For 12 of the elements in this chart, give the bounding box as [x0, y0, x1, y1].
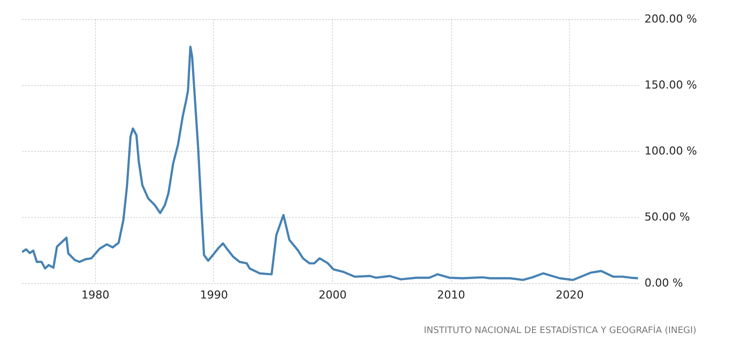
x-tick-label: 2020 [556, 288, 584, 302]
text: INSTITUTO NACIONAL DE ESTADÍSTICA Y GEOGRAFÍA (INEGI) [424, 324, 696, 336]
line-series [22, 46, 638, 282]
x-tick-label: 2000 [318, 288, 347, 302]
x-tick-label: 1990 [200, 288, 228, 302]
y-tick-label: 0.00 % [644, 276, 683, 290]
y-tick-label: 50.00 % [644, 210, 690, 224]
y-tick-label: 100.00 % [644, 144, 697, 158]
y-tick-label: 150.00 % [644, 78, 697, 92]
x-tick-label: 1980 [81, 288, 110, 302]
x-tick-label: 2010 [437, 288, 466, 302]
y-tick-label: 200.00 % [644, 12, 697, 26]
